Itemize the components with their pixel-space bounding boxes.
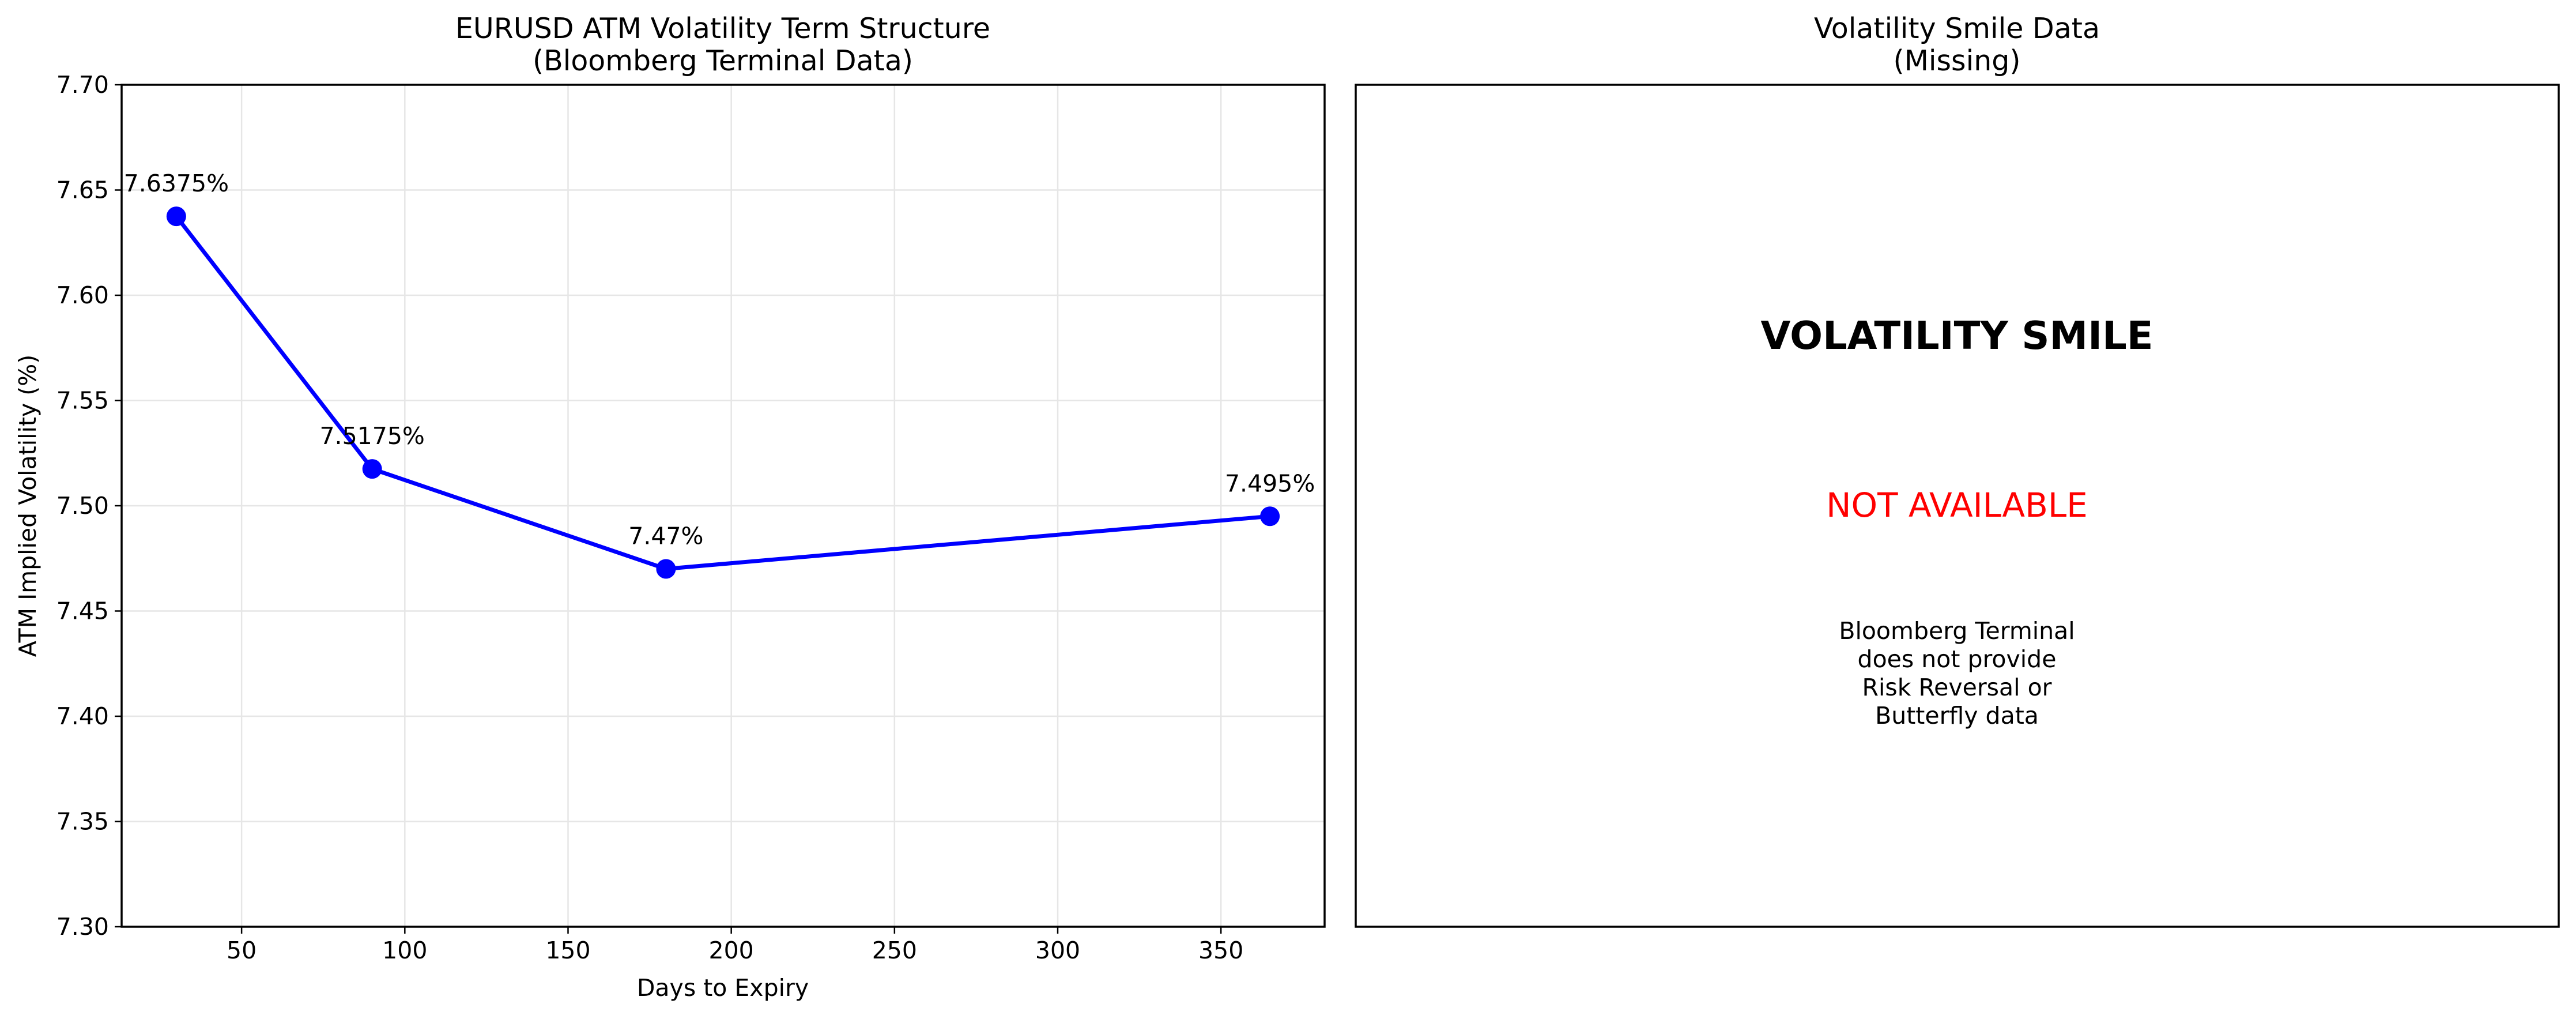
series-atm-vol (166, 206, 1280, 579)
data-point (362, 459, 382, 479)
grid (122, 84, 1325, 928)
y-tick-label: 7.65 (56, 176, 109, 204)
data-label: 7.47% (628, 522, 703, 550)
x-tick-label: 150 (545, 937, 590, 964)
y-tick-label: 7.40 (56, 702, 109, 730)
x-axis-ticks: 50 100 150 200 250 300 350 (227, 927, 1243, 964)
series-line (175, 215, 1270, 571)
smile-headline: VOLATILITY SMILE (1760, 313, 2153, 358)
volatility-smile-panel: Volatility Smile Data (Missing) VOLATILI… (1355, 12, 2560, 928)
y-tick-label: 7.45 (56, 597, 109, 625)
data-label: 7.5175% (319, 422, 424, 450)
y-tick-label: 7.55 (56, 387, 109, 415)
y-axis-ticks: 7.30 7.35 7.40 7.45 7.50 7.55 7.60 7.65 7.70 (56, 71, 122, 941)
note-line: Bloomberg Terminal (1839, 617, 2075, 645)
data-point (1260, 506, 1280, 527)
panel-frame (1355, 84, 2560, 928)
chart-subtitle: (Bloomberg Terminal Data) (533, 44, 913, 77)
data-point (166, 206, 186, 227)
y-tick-label: 7.60 (56, 281, 109, 309)
panel-subtitle: (Missing) (1894, 44, 2021, 77)
y-axis-label: ATM Implied Volatility (%) (14, 355, 42, 657)
term-structure-chart: EURUSD ATM Volatility Term Structure (Bl… (14, 12, 1326, 1002)
x-tick-label: 50 (227, 937, 257, 964)
note-line: Butterfly data (1875, 702, 2039, 730)
x-tick-label: 350 (1198, 937, 1243, 964)
data-label: 7.6375% (124, 170, 229, 197)
data-point (656, 559, 676, 579)
note-line: Risk Reversal or (1862, 674, 2051, 701)
not-available-status: NOT AVAILABLE (1826, 486, 2088, 525)
y-tick-label: 7.50 (56, 492, 109, 520)
x-tick-label: 300 (1035, 937, 1080, 964)
x-axis-label: Days to Expiry (637, 974, 809, 1002)
x-tick-label: 200 (709, 937, 754, 964)
data-labels: 7.6375% 7.5175% 7.47% 7.495% (124, 170, 1315, 550)
note-line: does not provide (1858, 645, 2057, 673)
plot-frame (120, 84, 1326, 928)
x-tick-label: 100 (382, 937, 427, 964)
y-tick-label: 7.35 (56, 808, 109, 836)
y-tick-label: 7.30 (56, 913, 109, 941)
data-label: 7.495% (1225, 469, 1315, 497)
x-tick-label: 250 (872, 937, 917, 964)
panel-title: Volatility Smile Data (1814, 12, 2100, 45)
y-tick-label: 7.70 (56, 71, 109, 99)
chart-title: EURUSD ATM Volatility Term Structure (455, 12, 990, 45)
